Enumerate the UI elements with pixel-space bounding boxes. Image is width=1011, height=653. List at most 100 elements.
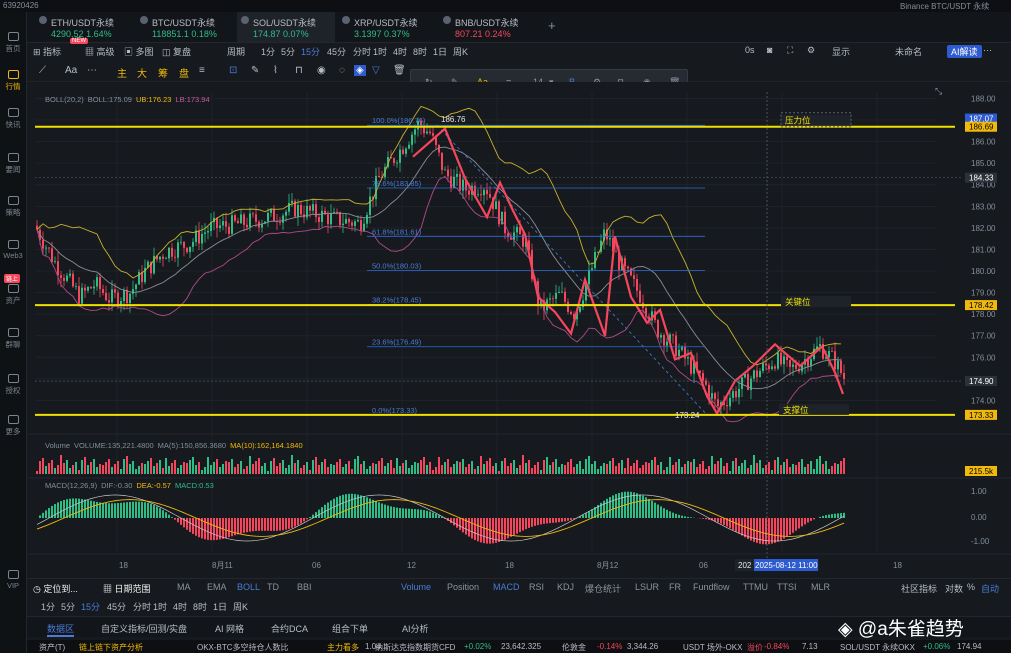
symbol-tab-2[interactable]: SOL/USDT永续 174.87 0.07% [237,12,335,42]
sub-indicator-7[interactable]: FR [669,582,681,592]
interval-0[interactable]: 1分 [41,602,56,612]
trash-icon[interactable]: 🗑 [393,65,406,76]
interval-5[interactable]: 1时 [153,602,168,612]
interval-2[interactable]: 15分 [301,47,321,57]
search-hint[interactable]: Binance BTC/USDT 永续 [900,2,990,11]
indicator-button[interactable]: ⊞ 指标 [33,47,62,57]
main-indicator-0[interactable]: MA [177,582,191,592]
replay-button[interactable]: ◫ 复盘 [162,47,192,57]
bottom-tab-0[interactable]: 数据区 [47,622,75,637]
symbol-tab-0[interactable]: ETH/USDT永续 4290.52 1.64% [35,12,133,42]
interval-7[interactable]: 8时 [193,602,208,612]
percent-toggle[interactable]: % [967,582,976,592]
volume-bar [78,470,80,474]
collapse-icon[interactable]: ⤡ [935,86,942,96]
camera-icon[interactable]: ◙ [767,45,773,55]
community-indicators[interactable]: 社区指标 [901,584,938,594]
eye-icon[interactable]: ◉ [317,65,326,76]
bottom-tab-3[interactable]: 合约DCA [271,624,309,634]
interval-7[interactable]: 8时 [413,47,428,57]
more-icon[interactable]: ⋯ [87,65,97,76]
symbol-tab-4[interactable]: BNB/USDT永续 807.21 0.24% [439,12,537,42]
bottom-tab-4[interactable]: 组合下单 [332,624,369,634]
interval-5[interactable]: 1时 [373,47,388,57]
nav-item-3[interactable]: 要闻 [0,153,26,175]
nav-item-0[interactable]: 首页 [0,32,26,54]
sub-indicator-6[interactable]: LSUR [635,582,660,592]
auto-toggle[interactable]: 自动 [981,584,1000,594]
share-icon[interactable]: ⋯ [983,45,992,55]
main-indicator-1[interactable]: EMA [207,582,227,592]
sub-indicator-8[interactable]: Fundflow [693,582,730,592]
interval-3[interactable]: 45分 [107,602,127,612]
fibonacci-icon[interactable]: ≡ [199,65,205,76]
interval-4[interactable]: 分时 [133,602,152,612]
big-tool[interactable]: 大 [137,69,147,80]
locate-button[interactable]: ◷ 定位到... [33,584,78,594]
sub-indicator-5[interactable]: 爆仓统计 [585,584,622,594]
sub-indicator-11[interactable]: MLR [811,582,831,592]
main-tool[interactable]: 主 [117,69,127,80]
bottom-tab-5[interactable]: AI分析 [402,624,429,634]
ai-interpret-button[interactable]: AI解读 [947,45,982,58]
interval-6[interactable]: 4时 [393,47,408,57]
text-tool[interactable]: Aa [65,65,78,76]
interval-8[interactable]: 1日 [213,602,228,612]
ruler-icon[interactable]: ⌇ [273,65,278,76]
layout-name[interactable]: 未命名 [895,47,923,57]
main-indicator-4[interactable]: BBI [297,582,312,592]
interval-9[interactable]: 周K [233,602,249,612]
sub-indicator-4[interactable]: KDJ [557,582,575,592]
orderbook-tool[interactable]: 盘 [179,69,189,80]
nav-item-2[interactable]: 快讯 [0,108,26,130]
symbol-tab-1[interactable]: BTC/USDT永续 118851.1 0.18% [136,12,234,42]
interval-1[interactable]: 5分 [281,47,296,57]
interval-8[interactable]: 1日 [433,47,448,57]
hide-icon[interactable]: ◌ [339,65,345,76]
asset-analysis-link[interactable]: 链上链下资产分析 [79,643,143,652]
sub-indicator-3[interactable]: RSI [529,582,545,592]
nav-item-9[interactable]: 更多 [0,415,26,437]
nav-item-7[interactable]: 群聊 [0,328,26,350]
interval-2[interactable]: 15分 [81,602,101,612]
nav-item-8[interactable]: 授权 [0,374,26,396]
interval-1[interactable]: 5分 [61,602,76,612]
magnet-icon[interactable]: ⊡ [229,65,238,76]
bottom-tab-2[interactable]: AI 网格 [215,624,245,634]
date-range-button[interactable]: ▦ 日期范围 [103,584,151,594]
brush-icon[interactable]: ✎ [251,65,260,76]
sub-indicator-9[interactable]: TTMU [743,582,768,592]
interval-6[interactable]: 4时 [173,602,188,612]
advanced-button[interactable]: ▦ 高级 [85,47,115,57]
wave-zigzag[interactable] [412,126,845,416]
sub-indicator-2[interactable]: MACD [493,582,520,592]
lock-icon[interactable]: ⊓ [295,65,303,76]
multi-chart-button[interactable]: ▣ 多图 [124,47,154,57]
main-indicator-3[interactable]: TD [267,582,279,592]
log-scale-toggle[interactable]: 对数 [945,584,964,594]
interval-0[interactable]: 1分 [261,47,276,57]
nav-item-10[interactable]: VIP [0,570,26,590]
interval-4[interactable]: 分时 [353,47,372,57]
bottom-tab-1[interactable]: 自定义指标/回测/实盘 [101,624,188,634]
main-indicator-2[interactable]: BOLL [237,582,261,592]
sub-indicator-10[interactable]: TTSI [777,582,797,592]
fullscreen-icon[interactable]: ⛶ [787,45,794,55]
draw-mode-icon[interactable]: ◈ [354,65,366,76]
nav-item-5[interactable]: Web3 [0,240,26,260]
settings-icon[interactable]: ⚙ [807,45,816,55]
filter-icon[interactable]: ▽ [372,65,380,76]
add-tab-icon[interactable]: + [548,18,556,33]
nav-item-1[interactable]: 行情 [0,70,26,92]
symbol-tab-3[interactable]: XRP/USDT永续 3.1397 0.37% [338,12,436,42]
chip-tool[interactable]: 筹 [158,69,168,80]
nav-item-4[interactable]: 策略 [0,196,26,218]
interval-3[interactable]: 45分 [327,47,347,57]
nav-item-6[interactable]: 链上 资产 [0,274,26,306]
price-chart[interactable]: 188.00187.00186.00185.00184.00183.00182.… [27,82,1011,577]
trendline-icon[interactable]: ⟋ [39,65,46,76]
sub-indicator-0[interactable]: Volume [401,582,432,592]
display-button[interactable]: 显示 [832,47,851,57]
sub-indicator-1[interactable]: Position [447,582,480,592]
interval-9[interactable]: 周K [453,47,469,57]
